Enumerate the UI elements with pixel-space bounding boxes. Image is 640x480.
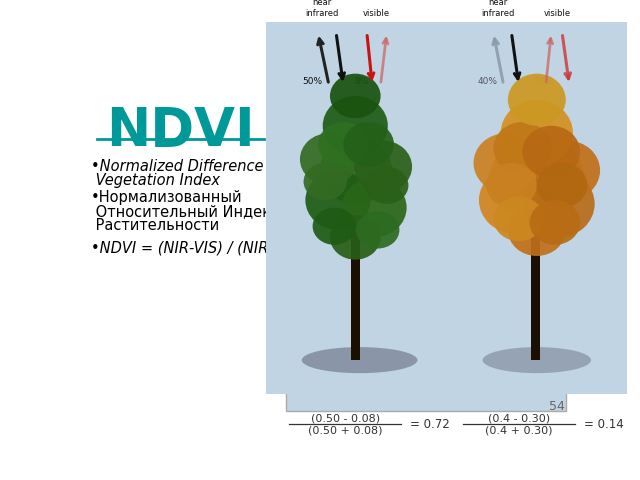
Text: 40%: 40% xyxy=(478,77,498,86)
Text: = 0.14: = 0.14 xyxy=(584,418,623,431)
Ellipse shape xyxy=(529,200,580,245)
Ellipse shape xyxy=(320,137,392,204)
Ellipse shape xyxy=(305,170,371,230)
Text: = 0.72: = 0.72 xyxy=(410,418,450,431)
Text: near
infrared: near infrared xyxy=(481,0,515,18)
Ellipse shape xyxy=(537,163,588,207)
Text: visible: visible xyxy=(544,9,572,18)
FancyBboxPatch shape xyxy=(351,219,360,360)
Ellipse shape xyxy=(493,196,544,241)
Text: 8%: 8% xyxy=(354,77,369,86)
Ellipse shape xyxy=(342,178,406,237)
Text: (0.4 + 0.30): (0.4 + 0.30) xyxy=(485,425,552,435)
Ellipse shape xyxy=(479,167,551,234)
Ellipse shape xyxy=(365,167,408,204)
Text: visible: visible xyxy=(362,9,390,18)
Ellipse shape xyxy=(330,215,381,260)
Ellipse shape xyxy=(354,141,412,193)
Ellipse shape xyxy=(330,73,381,118)
Ellipse shape xyxy=(522,170,595,238)
Text: Vegetation Index: Vegetation Index xyxy=(91,173,220,188)
Text: (0.50 + 0.08): (0.50 + 0.08) xyxy=(308,425,383,435)
Text: (0.4 - 0.30): (0.4 - 0.30) xyxy=(488,413,550,423)
Ellipse shape xyxy=(300,133,358,185)
Text: Относительный Индекс: Относительный Индекс xyxy=(91,204,279,219)
Text: 50%: 50% xyxy=(303,77,323,86)
Ellipse shape xyxy=(302,347,417,373)
Ellipse shape xyxy=(522,126,580,178)
Text: •Normalized Difference: •Normalized Difference xyxy=(91,159,263,174)
FancyBboxPatch shape xyxy=(531,230,540,360)
Text: Растительности: Растительности xyxy=(91,218,219,233)
Text: near
infrared: near infrared xyxy=(306,0,339,18)
Text: 54: 54 xyxy=(548,400,564,413)
Ellipse shape xyxy=(312,207,356,245)
Ellipse shape xyxy=(343,122,394,167)
Text: 30%: 30% xyxy=(533,77,554,86)
Ellipse shape xyxy=(490,137,584,219)
Ellipse shape xyxy=(508,73,566,126)
Ellipse shape xyxy=(493,122,551,174)
Ellipse shape xyxy=(500,100,573,167)
Text: (0.50 - 0.08): (0.50 - 0.08) xyxy=(310,413,380,423)
Text: •Нормализованный: •Нормализованный xyxy=(91,190,243,205)
Text: •NDVI = (NIR-VIS) / (NIR+VIS): •NDVI = (NIR-VIS) / (NIR+VIS) xyxy=(91,241,310,256)
Ellipse shape xyxy=(323,96,388,156)
FancyBboxPatch shape xyxy=(266,22,627,394)
Ellipse shape xyxy=(508,204,566,256)
Ellipse shape xyxy=(474,133,539,192)
Text: NDVI: NDVI xyxy=(106,105,255,157)
Ellipse shape xyxy=(535,141,600,200)
Ellipse shape xyxy=(356,211,399,249)
Ellipse shape xyxy=(303,163,347,200)
Polygon shape xyxy=(286,124,566,410)
Ellipse shape xyxy=(486,163,537,207)
Ellipse shape xyxy=(483,347,591,373)
Ellipse shape xyxy=(318,122,369,167)
